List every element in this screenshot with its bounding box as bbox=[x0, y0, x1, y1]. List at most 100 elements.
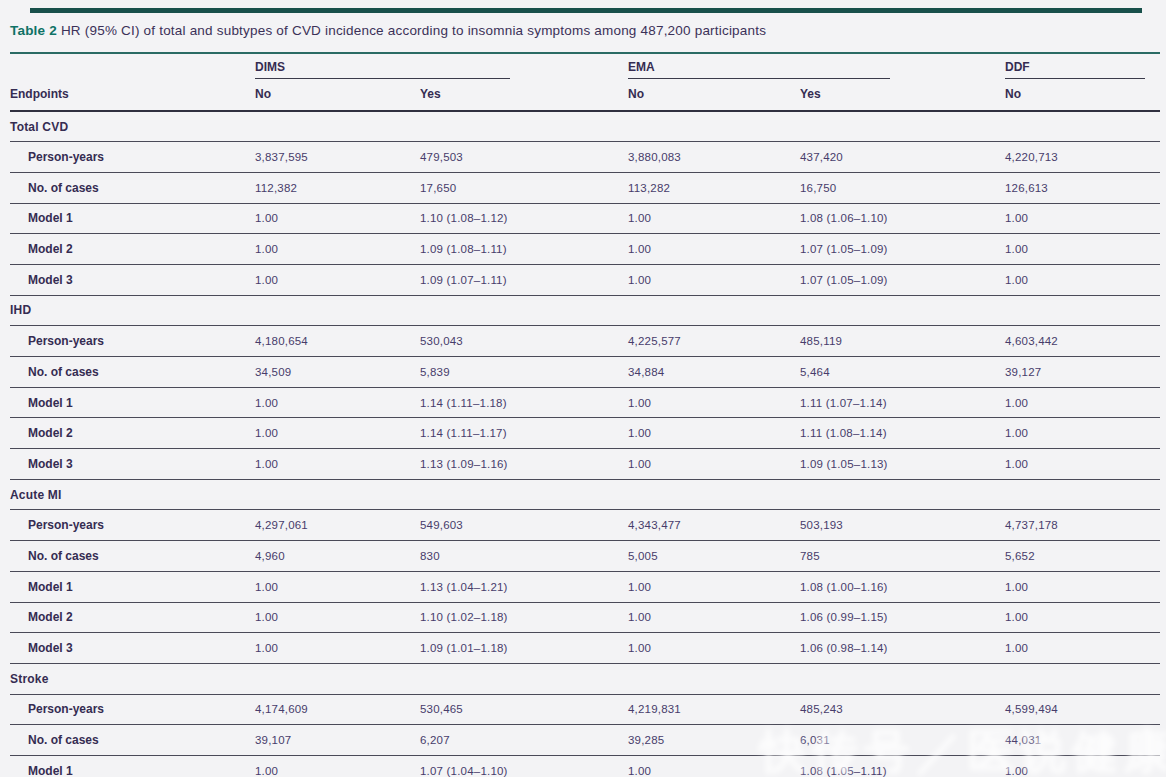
row-label: Model 1 bbox=[10, 571, 255, 602]
cell-value: 4,603,442 bbox=[1005, 326, 1160, 357]
table-title-text: HR (95% CI) of total and subtypes of CVD… bbox=[61, 23, 766, 38]
row-label: Person-years bbox=[10, 142, 255, 173]
group-header-dims: DIMS bbox=[255, 53, 628, 79]
row-label: No. of cases bbox=[10, 357, 255, 388]
cell-value: 530,043 bbox=[420, 326, 628, 357]
cell-value: 785 bbox=[800, 541, 1005, 572]
row-label: Model 3 bbox=[10, 449, 255, 480]
dims-yes-header: Yes bbox=[420, 79, 628, 111]
data-row: Model 21.001.14 (1.11–1.17)1.001.11 (1.0… bbox=[10, 418, 1160, 449]
cell-value: 1.08 (1.00–1.16) bbox=[800, 571, 1005, 602]
cell-value: 1.00 bbox=[255, 571, 420, 602]
section-header-row: Stroke bbox=[10, 663, 1160, 694]
cell-value: 1.00 bbox=[1005, 387, 1160, 418]
cell-value: 3,837,595 bbox=[255, 142, 420, 173]
cell-value: 485,119 bbox=[800, 326, 1005, 357]
cell-value: 1.06 (0.98–1.14) bbox=[800, 633, 1005, 664]
data-row: Person-years4,174,609530,4654,219,831485… bbox=[10, 694, 1160, 725]
cell-value: 4,180,654 bbox=[255, 326, 420, 357]
cell-value: 34,509 bbox=[255, 357, 420, 388]
cell-value: 4,297,061 bbox=[255, 510, 420, 541]
group-header-row: DIMS EMA DDF bbox=[10, 53, 1160, 79]
row-label: Model 3 bbox=[10, 633, 255, 664]
cell-value: 1.10 (1.02–1.18) bbox=[420, 602, 628, 633]
cell-value: 1.00 bbox=[1005, 755, 1160, 777]
group-label-dims: DIMS bbox=[255, 60, 510, 79]
cell-value: 1.07 (1.05–1.09) bbox=[800, 234, 1005, 265]
cell-value: 5,464 bbox=[800, 357, 1005, 388]
row-label: Model 1 bbox=[10, 203, 255, 234]
cell-value: 1.00 bbox=[628, 571, 800, 602]
cell-value: 4,225,577 bbox=[628, 326, 800, 357]
cell-value: 3,880,083 bbox=[628, 142, 800, 173]
cell-value: 44,031 bbox=[1005, 725, 1160, 756]
row-label: Model 2 bbox=[10, 418, 255, 449]
data-row: Person-years3,837,595479,5033,880,083437… bbox=[10, 142, 1160, 173]
cell-value: 1.00 bbox=[1005, 571, 1160, 602]
data-row: Model 11.001.14 (1.11–1.18)1.001.11 (1.0… bbox=[10, 387, 1160, 418]
group-header-spacer bbox=[10, 53, 255, 79]
cell-value: 4,220,713 bbox=[1005, 142, 1160, 173]
cell-value: 1.14 (1.11–1.17) bbox=[420, 418, 628, 449]
cell-value: 1.10 (1.08–1.12) bbox=[420, 203, 628, 234]
cell-value: 126,613 bbox=[1005, 172, 1160, 203]
section-header-row: IHD bbox=[10, 295, 1160, 326]
cell-value: 1.00 bbox=[628, 387, 800, 418]
cell-value: 1.00 bbox=[1005, 418, 1160, 449]
cell-value: 5,839 bbox=[420, 357, 628, 388]
data-row: Person-years4,297,061549,6034,343,477503… bbox=[10, 510, 1160, 541]
data-row: No. of cases112,38217,650113,28216,75012… bbox=[10, 172, 1160, 203]
cell-value: 39,285 bbox=[628, 725, 800, 756]
data-row: Person-years4,180,654530,0434,225,577485… bbox=[10, 326, 1160, 357]
data-row: Model 31.001.09 (1.01–1.18)1.001.06 (0.9… bbox=[10, 633, 1160, 664]
data-row: Model 31.001.13 (1.09–1.16)1.001.09 (1.0… bbox=[10, 449, 1160, 480]
cell-value: 1.00 bbox=[1005, 602, 1160, 633]
section-header-row: Acute MI bbox=[10, 479, 1160, 510]
cell-value: 4,599,494 bbox=[1005, 694, 1160, 725]
cell-value: 1.11 (1.08–1.14) bbox=[800, 418, 1005, 449]
cell-value: 1.00 bbox=[628, 602, 800, 633]
cell-value: 1.00 bbox=[628, 203, 800, 234]
row-label: Model 3 bbox=[10, 264, 255, 295]
cell-value: 1.07 (1.04–1.10) bbox=[420, 755, 628, 777]
cell-value: 1.09 (1.07–1.11) bbox=[420, 264, 628, 295]
cell-value: 1.00 bbox=[628, 449, 800, 480]
group-header-ddf: DDF bbox=[1005, 53, 1160, 79]
cell-value: 549,603 bbox=[420, 510, 628, 541]
section-title: IHD bbox=[10, 295, 1160, 326]
cell-value: 1.00 bbox=[255, 387, 420, 418]
cell-value: 1.00 bbox=[1005, 633, 1160, 664]
cell-value: 4,174,609 bbox=[255, 694, 420, 725]
cell-value: 1.00 bbox=[255, 234, 420, 265]
cell-value: 6,207 bbox=[420, 725, 628, 756]
results-table: DIMS EMA DDF Endpoints No Yes No Yes No … bbox=[10, 52, 1160, 777]
cell-value: 1.11 (1.07–1.14) bbox=[800, 387, 1005, 418]
paper-table-page: Table 2HR (95% CI) of total and subtypes… bbox=[0, 0, 1166, 777]
cell-value: 1.09 (1.05–1.13) bbox=[800, 449, 1005, 480]
cell-value: 4,219,831 bbox=[628, 694, 800, 725]
cell-value: 39,127 bbox=[1005, 357, 1160, 388]
cell-value: 1.09 (1.01–1.18) bbox=[420, 633, 628, 664]
cell-value: 4,343,477 bbox=[628, 510, 800, 541]
section-header-row: Total CVD bbox=[10, 111, 1160, 142]
cell-value: 530,465 bbox=[420, 694, 628, 725]
section-title: Acute MI bbox=[10, 479, 1160, 510]
row-label: Model 2 bbox=[10, 602, 255, 633]
table-body: Total CVDPerson-years3,837,595479,5033,8… bbox=[10, 111, 1160, 777]
cell-value: 830 bbox=[420, 541, 628, 572]
cell-value: 5,652 bbox=[1005, 541, 1160, 572]
row-label: No. of cases bbox=[10, 541, 255, 572]
data-row: No. of cases34,5095,83934,8845,46439,127 bbox=[10, 357, 1160, 388]
data-row: No. of cases4,9608305,0057855,652 bbox=[10, 541, 1160, 572]
cell-value: 437,420 bbox=[800, 142, 1005, 173]
cell-value: 1.00 bbox=[628, 418, 800, 449]
cell-value: 1.14 (1.11–1.18) bbox=[420, 387, 628, 418]
dims-no-header: No bbox=[255, 79, 420, 111]
row-label: No. of cases bbox=[10, 172, 255, 203]
data-row: Model 11.001.07 (1.04–1.10)1.001.08 (1.0… bbox=[10, 755, 1160, 777]
cell-value: 5,005 bbox=[628, 541, 800, 572]
cell-value: 1.00 bbox=[628, 633, 800, 664]
cell-value: 113,282 bbox=[628, 172, 800, 203]
data-row: Model 11.001.13 (1.04–1.21)1.001.08 (1.0… bbox=[10, 571, 1160, 602]
data-row: Model 21.001.10 (1.02–1.18)1.001.06 (0.9… bbox=[10, 602, 1160, 633]
